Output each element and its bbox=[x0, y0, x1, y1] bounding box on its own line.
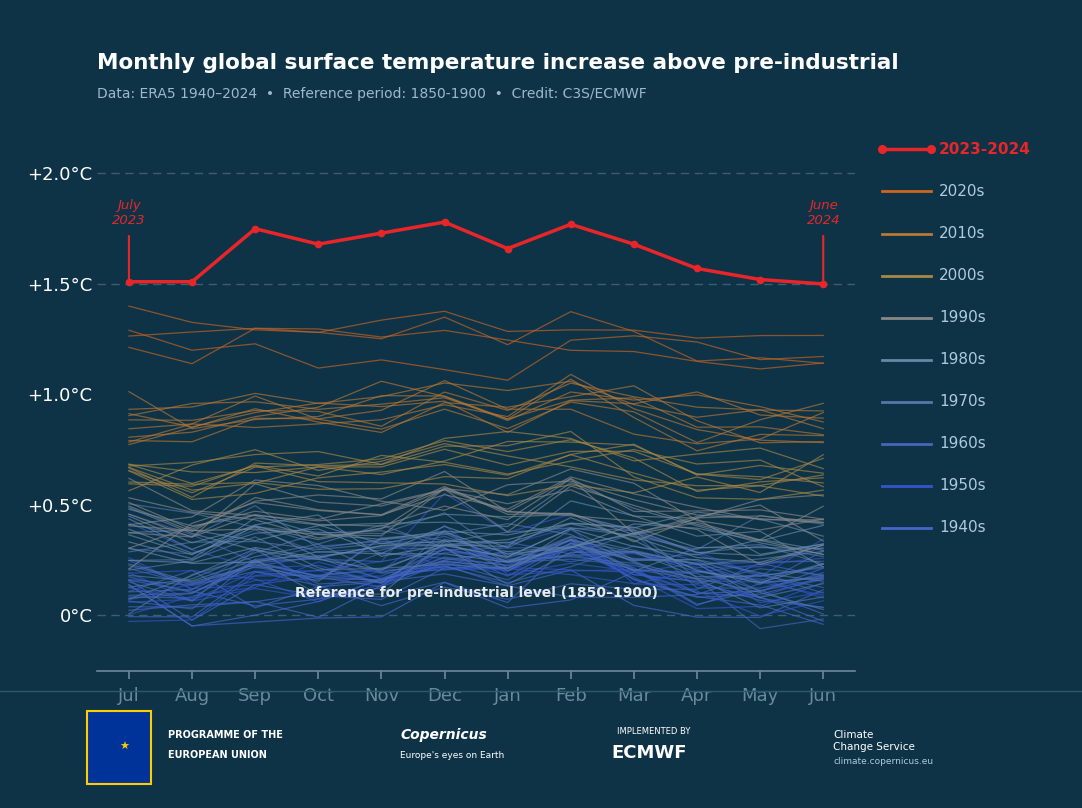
Text: 2000s: 2000s bbox=[939, 268, 986, 283]
Text: EUROPEAN UNION: EUROPEAN UNION bbox=[168, 751, 266, 760]
Text: climate.copernicus.eu: climate.copernicus.eu bbox=[833, 757, 934, 767]
Text: Data: ERA5 1940–2024  •  Reference period: 1850-1900  •  Credit: C3S/ECMWF: Data: ERA5 1940–2024 • Reference period:… bbox=[97, 87, 647, 101]
Text: ★: ★ bbox=[119, 743, 130, 752]
Text: 1990s: 1990s bbox=[939, 310, 986, 325]
Text: July
2023: July 2023 bbox=[113, 199, 146, 226]
Text: 2023-2024: 2023-2024 bbox=[939, 142, 1031, 157]
Text: PROGRAMME OF THE: PROGRAMME OF THE bbox=[168, 730, 282, 740]
Text: 2020s: 2020s bbox=[939, 184, 986, 199]
Text: ECMWF: ECMWF bbox=[611, 744, 687, 762]
Text: IMPLEMENTED BY: IMPLEMENTED BY bbox=[617, 726, 690, 736]
Text: Copernicus: Copernicus bbox=[400, 728, 487, 743]
Text: Reference for pre-industrial level (1850–1900): Reference for pre-industrial level (1850… bbox=[294, 586, 658, 600]
Text: Europe's eyes on Earth: Europe's eyes on Earth bbox=[400, 751, 504, 760]
Text: Climate: Climate bbox=[833, 730, 873, 740]
Text: 1970s: 1970s bbox=[939, 394, 986, 409]
Text: 1950s: 1950s bbox=[939, 478, 986, 493]
Text: Monthly global surface temperature increase above pre-industrial: Monthly global surface temperature incre… bbox=[97, 53, 899, 73]
Text: 1940s: 1940s bbox=[939, 520, 986, 535]
Text: 2010s: 2010s bbox=[939, 226, 986, 241]
Text: 1980s: 1980s bbox=[939, 352, 986, 367]
Text: June
2024: June 2024 bbox=[806, 199, 840, 226]
Text: 1960s: 1960s bbox=[939, 436, 986, 451]
Text: Change Service: Change Service bbox=[833, 743, 915, 752]
